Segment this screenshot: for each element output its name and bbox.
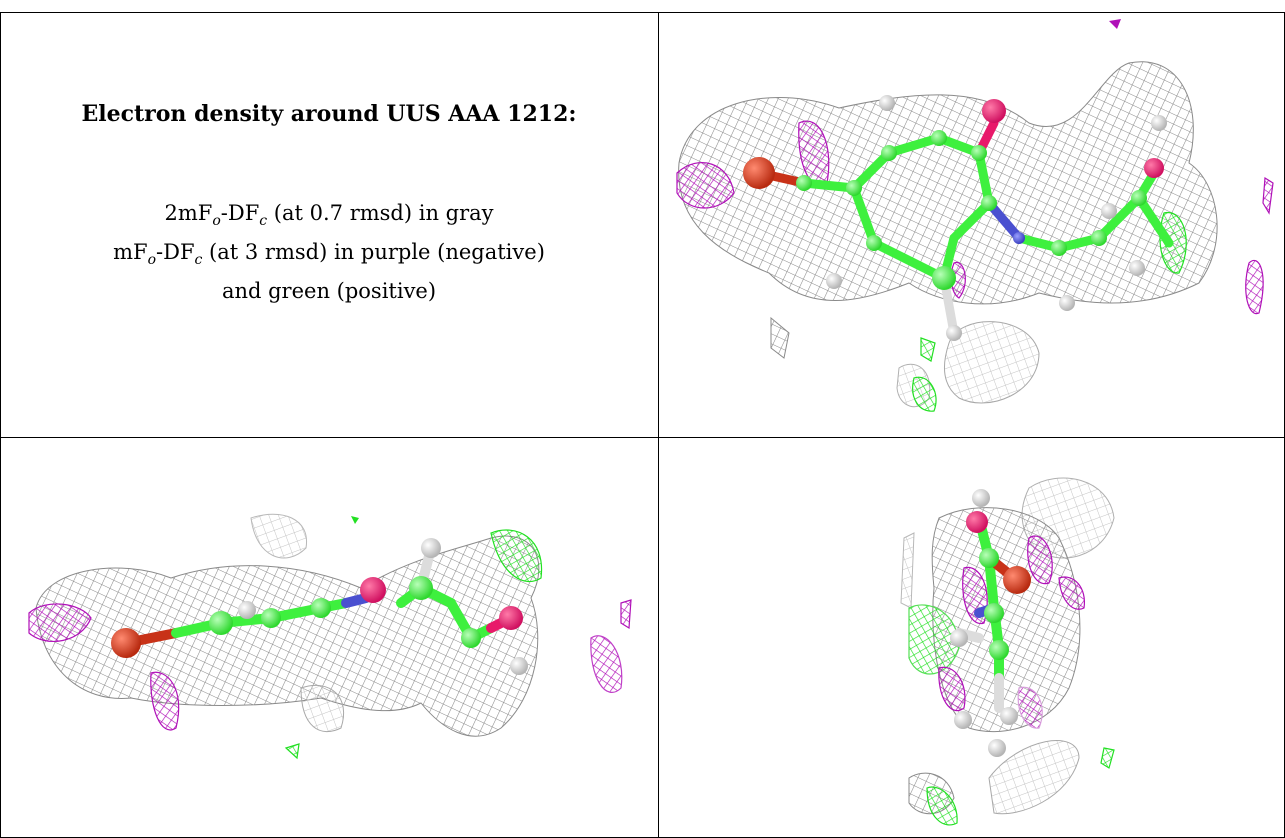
hydrogen-atom [879,95,895,111]
green-density-mesh [920,337,936,362]
view-top-right [659,13,1284,437]
green-density-mesh [908,604,960,675]
oxygen-atom [360,577,386,603]
nitrogen-atom [1013,232,1025,244]
legend-line-colors: and green (positive) [221,279,437,304]
hydrogen-atom [510,657,528,675]
gray-density-blob-lower [300,684,345,733]
density-render-bottom-left [28,513,632,760]
green-density-mesh [1100,747,1115,769]
caption-title: Electron density around UUS AAA 1212: [81,101,577,127]
green-density-mesh [351,516,359,524]
oxygen-atom [499,606,523,630]
hydrogen-atom [950,629,968,647]
hydrogen-atom [1151,115,1167,131]
table-left-border [0,12,1,838]
green-density-mesh [284,743,300,760]
purple-density-mesh [1245,260,1264,315]
carbon-atom [866,235,882,251]
oxygen-atom [111,628,141,658]
carbon-atom [846,180,862,196]
carbon-atom [931,130,947,146]
oxygen-atom [1144,158,1164,178]
carbon-atom [796,175,812,191]
hydrogen-atom [826,273,842,289]
carbon-atom [989,640,1009,660]
purple-density-mesh [1017,686,1043,729]
density-render-bottom-right [900,477,1115,826]
green-density-mesh [912,376,937,412]
carbon-atom [981,195,997,211]
carbon-atom [1051,240,1067,256]
purple-density-mesh [28,603,92,642]
view-bottom-right [659,438,1284,837]
carbon-atom [971,145,987,161]
hydrogen-atom [238,601,256,619]
legend-line-2fofc: 2mFo-DFc (at 0.7 rmsd) in gray [164,201,494,230]
view-bottom-left [1,438,658,837]
green-density-mesh [926,786,958,826]
purple-density-mesh [1058,576,1086,610]
hydrogen-atom [988,739,1006,757]
caption-legend: 2mFo-DFc (at 0.7 rmsd) in gray mFo-DFc (… [1,198,657,307]
hydrogen-atom [421,538,441,558]
gray-density-blob-top [250,513,307,559]
hydrogen-atom [972,489,990,507]
carbon-atom [979,548,999,568]
table-middle-border [0,437,1285,438]
table-top-border [0,12,1285,13]
gray-density-blob-lower [944,321,1040,404]
oxygen-atom [966,511,988,533]
carbon-atom [461,628,481,648]
oxygen-atom [1003,566,1031,594]
legend-line-fofc: mFo-DFc (at 3 rmsd) in purple (negative) [113,240,545,269]
purple-density-mesh [1262,176,1274,215]
hydrogen-atom [1059,295,1075,311]
purple-density-mesh [150,671,180,731]
purple-density-mesh [620,599,632,630]
carbon-atom [409,576,433,600]
hydrogen-atom [1101,203,1117,219]
hydrogen-atom [946,325,962,341]
hydrogen-atom [954,711,972,729]
hydrogen-atom [1000,707,1018,725]
carbon-atom [261,608,281,628]
carbon-atom [1091,230,1107,246]
green-density-mesh [490,529,543,583]
oxygen-atom [743,157,775,189]
caption-cell: Electron density around UUS AAA 1212: 2m… [1,13,657,436]
gray-density-side [900,532,915,609]
purple-density-mesh [1109,19,1121,29]
purple-density-mesh [938,666,966,712]
purple-density-mesh [590,635,623,693]
purple-density-mesh [1027,535,1053,585]
oxygen-atom [982,99,1006,123]
carbon-atom [1131,190,1147,206]
carbon-atom [984,603,1004,623]
purple-density-mesh [676,162,735,209]
carbon-atom [311,598,331,618]
hydrogen-atom [1129,260,1145,276]
carbon-atom [881,145,897,161]
density-render-top-right [676,19,1274,412]
table-center-border [658,12,659,838]
carbon-atom [209,611,233,635]
gray-density-blob-lower [988,740,1080,815]
carbon-atom [932,266,956,290]
gray-density-fragment [770,316,790,359]
